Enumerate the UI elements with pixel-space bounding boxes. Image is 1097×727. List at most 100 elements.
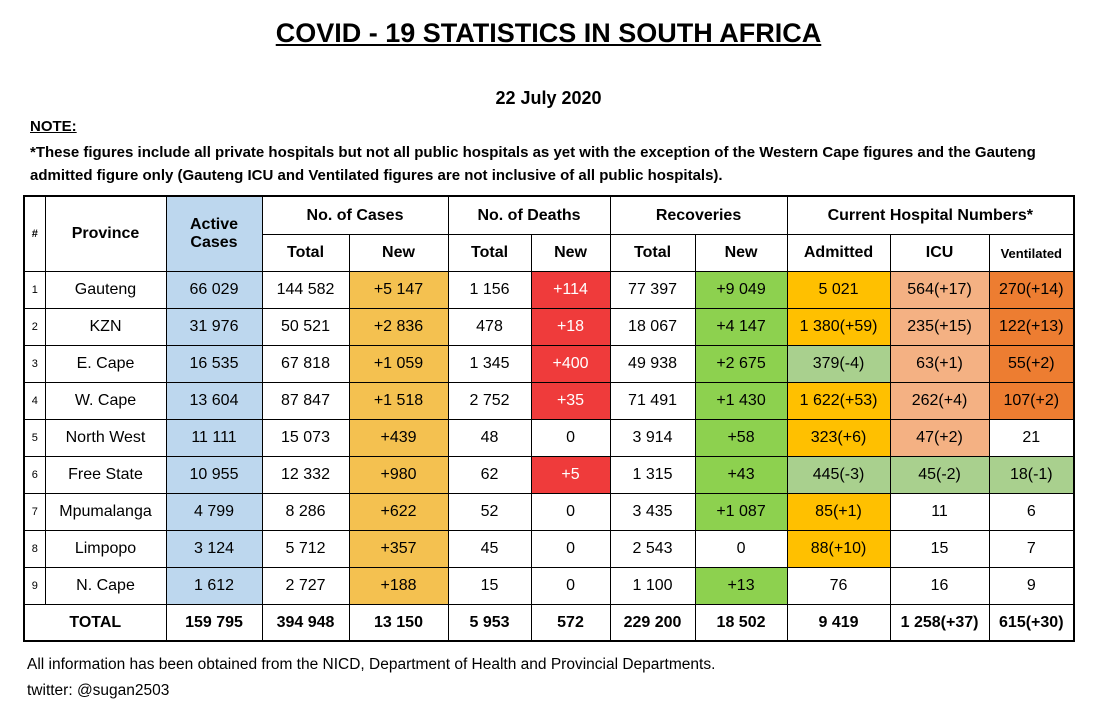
cell-ventilated: 21 [988, 419, 1075, 457]
cell-admitted: 5 021 [786, 271, 891, 309]
cell-active: 3 124 [165, 530, 263, 568]
cell-cases-new: +357 [348, 530, 449, 568]
cell-admitted: 1 380(+59) [786, 308, 891, 346]
cell-active: 10 955 [165, 456, 263, 494]
cell-deaths-new: +114 [530, 271, 611, 309]
cell-num: 9 [23, 567, 46, 605]
cell-ventilated: 6 [988, 493, 1075, 531]
cell-num: 7 [23, 493, 46, 531]
report-date: 22 July 2020 [495, 88, 602, 108]
cell-rec-new: 0 [694, 530, 788, 568]
cell-deaths-total: 1 345 [447, 345, 532, 383]
cell-num: 1 [23, 271, 46, 309]
header-deaths-total: Total [447, 234, 532, 272]
cell-active: 66 029 [165, 271, 263, 309]
cell-deaths-new: +35 [530, 382, 611, 420]
cell-admitted: 85(+1) [786, 493, 891, 531]
cell-cases-new: +5 147 [348, 271, 449, 309]
cell-num: 6 [23, 456, 46, 494]
cell-cases-total: 12 332 [261, 456, 350, 494]
cell-rec-total: 49 938 [609, 345, 696, 383]
cell-cases-new: +980 [348, 456, 449, 494]
cell-icu: 564(+17) [889, 271, 990, 309]
footer-source: All information has been obtained from t… [27, 656, 716, 673]
cell-num: 5 [23, 419, 46, 457]
total-row: TOTAL 159 795 394 948 13 150 5 953 572 2… [23, 604, 1075, 642]
cell-province: Limpopo [44, 530, 167, 568]
header-hospital-group: Current Hospital Numbers* [786, 195, 1075, 235]
cell-icu: 262(+4) [889, 382, 990, 420]
cell-cases-total: 50 521 [261, 308, 350, 346]
cell-admitted: 76 [786, 567, 891, 605]
total-active: 159 795 [165, 604, 263, 642]
cell-cases-new: +188 [348, 567, 449, 605]
cell-rec-total: 18 067 [609, 308, 696, 346]
cell-active: 4 799 [165, 493, 263, 531]
cell-rec-total: 2 543 [609, 530, 696, 568]
cell-num: 4 [23, 382, 46, 420]
cell-admitted: 379(-4) [786, 345, 891, 383]
cell-icu: 15 [889, 530, 990, 568]
cell-cases-total: 5 712 [261, 530, 350, 568]
table-row: 8 Limpopo 3 124 5 712 +357 45 0 2 543 0 88(+10) 15… [23, 530, 1075, 568]
cell-ventilated: 7 [988, 530, 1075, 568]
cell-province: N. Cape [44, 567, 167, 605]
cell-admitted: 88(+10) [786, 530, 891, 568]
cell-ventilated: 18(-1) [988, 456, 1075, 494]
total-deaths-total: 5 953 [447, 604, 532, 642]
cell-icu: 63(+1) [889, 345, 990, 383]
page-title: COVID - 19 STATISTICS IN SOUTH AFRICA [275, 18, 822, 48]
cell-rec-new: +1 430 [694, 382, 788, 420]
header-row-sub: Total New Total New Total New Admitted I… [24, 234, 1075, 272]
cell-ventilated: 55(+2) [988, 345, 1075, 383]
cell-province: Mpumalanga [44, 493, 167, 531]
cell-rec-new: +58 [694, 419, 788, 457]
cell-province: Free State [44, 456, 167, 494]
note-label: NOTE: [30, 118, 77, 135]
footer-twitter: twitter: @sugan2503 [27, 682, 170, 699]
cell-cases-total: 144 582 [261, 271, 350, 309]
cell-province: KZN [44, 308, 167, 346]
table-row: 3 E. Cape 16 535 67 818 +1 059 1 345 +400 49 93… [23, 345, 1075, 383]
table-row: 7 Mpumalanga 4 799 8 286 +622 52 0 3 435 +1 087 8… [23, 493, 1075, 531]
cell-province: W. Cape [44, 382, 167, 420]
cell-cases-total: 87 847 [261, 382, 350, 420]
table-row: 2 KZN 31 976 50 521 +2 836 478 +18 18 067 +4 147… [23, 308, 1075, 346]
statistics-table: # Province Active Cases No. of Cases No.… [23, 195, 1076, 642]
table-row: 9 N. Cape 1 612 2 727 +188 15 0 1 100 +13 76 16 9 [23, 567, 1075, 605]
cell-cases-total: 2 727 [261, 567, 350, 605]
cell-cases-new: +2 836 [348, 308, 449, 346]
header-province: Province [44, 195, 167, 272]
cell-icu: 11 [889, 493, 990, 531]
cell-icu: 16 [889, 567, 990, 605]
total-label: TOTAL [23, 604, 167, 642]
total-admitted: 9 419 [786, 604, 891, 642]
cell-province: E. Cape [44, 345, 167, 383]
cell-rec-new: +43 [694, 456, 788, 494]
cell-num: 2 [23, 308, 46, 346]
total-rec-new: 18 502 [694, 604, 788, 642]
cell-cases-total: 8 286 [261, 493, 350, 531]
header-icu: ICU [889, 234, 990, 272]
header-rec-total: Total [609, 234, 696, 272]
header-active-cases: Active Cases [165, 195, 263, 272]
cell-deaths-total: 2 752 [447, 382, 532, 420]
header-row-groups: # Province Active Cases No. of Cases No.… [23, 195, 1075, 272]
cell-deaths-total: 1 156 [447, 271, 532, 309]
cell-active: 31 976 [165, 308, 263, 346]
table-row: 4 W. Cape 13 604 87 847 +1 518 2 752 +35 71 491… [23, 382, 1075, 420]
cell-num: 8 [23, 530, 46, 568]
cell-rec-total: 1 315 [609, 456, 696, 494]
cell-deaths-total: 478 [447, 308, 532, 346]
cell-ventilated: 122(+13) [988, 308, 1075, 346]
table-row: 5 North West 11 111 15 073 +439 48 0 3 914 +58 32… [23, 419, 1075, 457]
cell-num: 3 [23, 345, 46, 383]
cell-rec-total: 1 100 [609, 567, 696, 605]
cell-deaths-total: 15 [447, 567, 532, 605]
cell-deaths-new: +400 [530, 345, 611, 383]
cell-cases-total: 67 818 [261, 345, 350, 383]
cell-rec-new: +2 675 [694, 345, 788, 383]
header-deaths-group: No. of Deaths [447, 195, 611, 235]
cell-cases-new: +622 [348, 493, 449, 531]
cell-ventilated: 9 [988, 567, 1075, 605]
